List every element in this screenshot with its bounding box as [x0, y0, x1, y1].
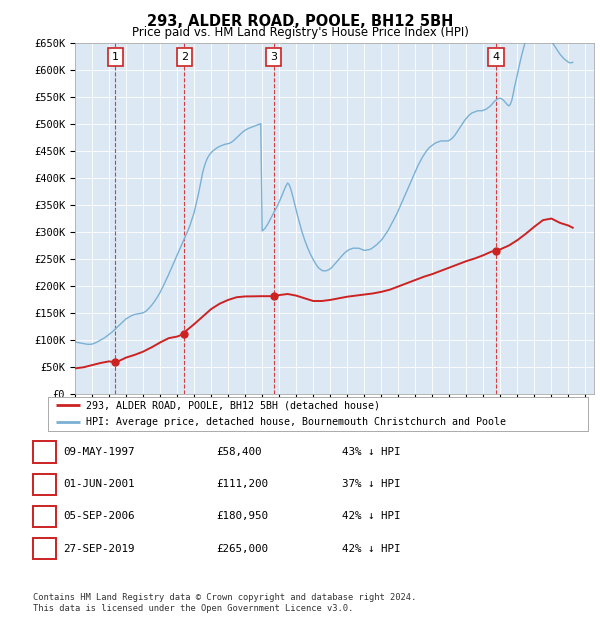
Text: 05-SEP-2006: 05-SEP-2006	[63, 512, 134, 521]
Text: 1: 1	[41, 447, 48, 457]
FancyBboxPatch shape	[176, 48, 192, 66]
Text: 1: 1	[112, 52, 119, 62]
Text: 43% ↓ HPI: 43% ↓ HPI	[342, 447, 401, 457]
Text: 4: 4	[493, 52, 500, 62]
FancyBboxPatch shape	[488, 48, 503, 66]
Text: Contains HM Land Registry data © Crown copyright and database right 2024.
This d: Contains HM Land Registry data © Crown c…	[33, 593, 416, 613]
Text: 3: 3	[270, 52, 277, 62]
Text: 37% ↓ HPI: 37% ↓ HPI	[342, 479, 401, 489]
Text: Price paid vs. HM Land Registry's House Price Index (HPI): Price paid vs. HM Land Registry's House …	[131, 26, 469, 39]
Text: 01-JUN-2001: 01-JUN-2001	[63, 479, 134, 489]
Text: 42% ↓ HPI: 42% ↓ HPI	[342, 544, 401, 554]
Text: 4: 4	[41, 544, 48, 554]
Text: £180,950: £180,950	[216, 512, 268, 521]
Text: HPI: Average price, detached house, Bournemouth Christchurch and Poole: HPI: Average price, detached house, Bour…	[86, 417, 506, 427]
Text: 293, ALDER ROAD, POOLE, BH12 5BH (detached house): 293, ALDER ROAD, POOLE, BH12 5BH (detach…	[86, 401, 380, 410]
FancyBboxPatch shape	[266, 48, 281, 66]
Text: 42% ↓ HPI: 42% ↓ HPI	[342, 512, 401, 521]
Text: 27-SEP-2019: 27-SEP-2019	[63, 544, 134, 554]
Text: £265,000: £265,000	[216, 544, 268, 554]
Text: £58,400: £58,400	[216, 447, 262, 457]
Text: 09-MAY-1997: 09-MAY-1997	[63, 447, 134, 457]
Text: 3: 3	[41, 512, 48, 521]
Text: 2: 2	[181, 52, 188, 62]
Text: 2: 2	[41, 479, 48, 489]
Text: £111,200: £111,200	[216, 479, 268, 489]
Text: 293, ALDER ROAD, POOLE, BH12 5BH: 293, ALDER ROAD, POOLE, BH12 5BH	[147, 14, 453, 29]
FancyBboxPatch shape	[107, 48, 123, 66]
